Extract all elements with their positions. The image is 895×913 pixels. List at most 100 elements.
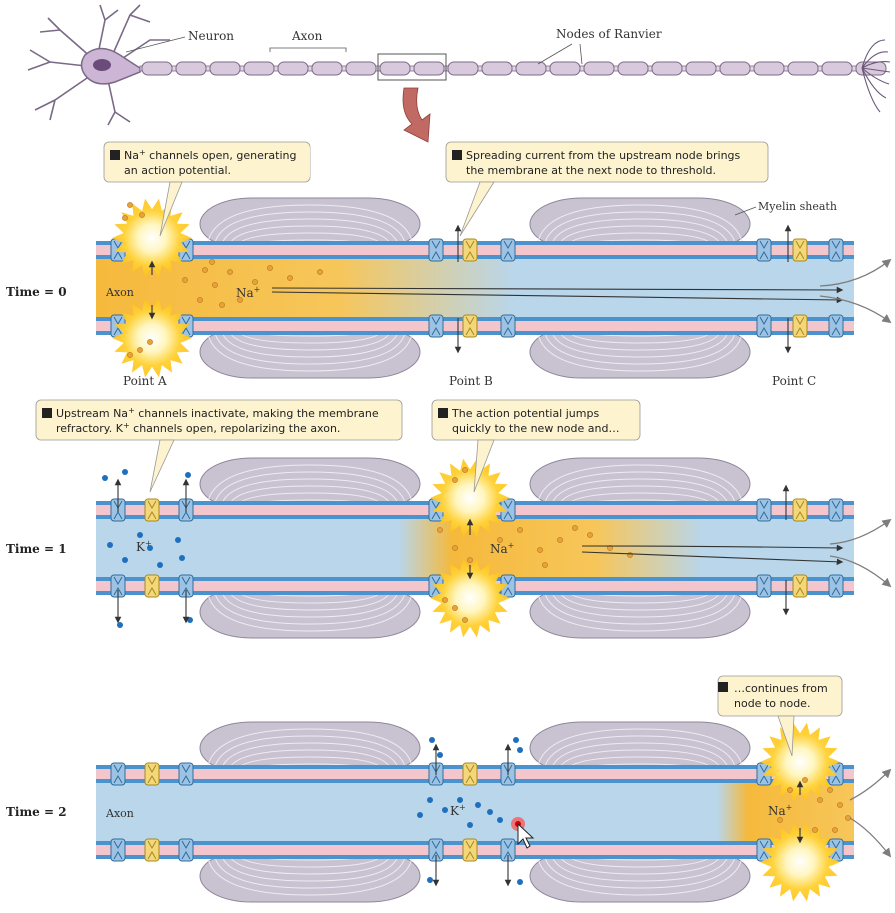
myelin-segment [787, 61, 819, 76]
myelin-lamella [213, 211, 407, 251]
callout-continues: …continues from node to node. [717, 675, 843, 757]
na-ion [209, 259, 215, 265]
na-ion [139, 212, 145, 218]
channel-pore [431, 500, 441, 520]
myelin-lamella [227, 485, 393, 511]
axon-interior [96, 250, 854, 326]
k-ion [122, 469, 128, 475]
k-channel [828, 238, 844, 262]
dendrites [27, 4, 170, 126]
k-channel [178, 762, 194, 786]
na-ion [812, 827, 818, 833]
k-channel [828, 498, 844, 522]
nodes-of-ranvier-label: Nodes of Ranvier [556, 27, 662, 41]
myelin-lamella [206, 325, 414, 372]
na-ion [237, 297, 243, 303]
na-channel [792, 574, 808, 598]
na-ion [437, 527, 443, 533]
na-ion [572, 525, 578, 531]
k-channel [178, 838, 194, 862]
callout-action-potential-jumps: The action potential jumps quickly to th… [431, 399, 641, 493]
na-channel [144, 762, 160, 786]
channel-pore [113, 316, 123, 336]
na-ion [787, 787, 793, 793]
na-channel [792, 238, 808, 262]
k-ion [457, 797, 463, 803]
channel-pore [795, 500, 805, 520]
axon-terminals [861, 39, 891, 113]
channel-pore [465, 316, 475, 336]
na-ion [557, 537, 563, 543]
channel-pore [113, 764, 123, 784]
channel-pore [431, 240, 441, 260]
na-ion [127, 202, 133, 208]
na-ion [497, 537, 503, 543]
panel-time-0 [96, 197, 892, 379]
myelin-lamella [213, 325, 407, 365]
k-channel [110, 762, 126, 786]
myelin-lamella [227, 749, 393, 775]
na-ion [452, 545, 458, 551]
myelin-segment [379, 61, 411, 76]
k-channel [428, 314, 444, 338]
myelin-lamella [550, 585, 730, 618]
myelin-lamella [550, 218, 730, 251]
nucleus [93, 59, 111, 71]
myelin-lamella [227, 849, 393, 875]
time-label-2: Time = 2 [6, 805, 67, 819]
na-ion [317, 269, 323, 275]
myelin-lamella [557, 485, 723, 511]
na-ion [462, 617, 468, 623]
k-channel [756, 574, 772, 598]
myelin-lamella [557, 749, 723, 775]
depolarization-burst [430, 458, 510, 538]
k-ion [497, 817, 503, 823]
myelin-segments [141, 61, 887, 76]
channel-pore [831, 500, 841, 520]
channel-pore [113, 240, 123, 260]
na-ion [227, 269, 233, 275]
na-channel [792, 314, 808, 338]
callout-spreading-current: Spreading current from the upstream node… [445, 141, 769, 237]
current-arrow [849, 817, 892, 858]
k-channel [828, 574, 844, 598]
channel-pore [147, 576, 157, 596]
channel-pore [503, 316, 513, 336]
zoom-box [377, 53, 447, 81]
channel-pore [759, 764, 769, 784]
k-ion [122, 557, 128, 563]
k-ion [475, 802, 481, 808]
myelin-lamella [550, 849, 730, 882]
k-ion [517, 879, 523, 885]
axon-inside-label-2: Axon [105, 807, 134, 820]
channel-pore [113, 576, 123, 596]
channel-pore [759, 316, 769, 336]
myelin-lamella [227, 225, 393, 251]
k-ion-label-1: K+ [136, 539, 152, 554]
na-ion [462, 467, 468, 473]
myelin-segment [277, 61, 309, 76]
k-ion [427, 797, 433, 803]
depolarization-burst [760, 722, 840, 802]
myelin-segment [481, 61, 513, 76]
myelin-lamella [213, 735, 407, 775]
myelin-segment [719, 61, 751, 76]
channel-pore [147, 500, 157, 520]
k-ion [513, 737, 519, 743]
channel-pore [181, 764, 191, 784]
na-ion [197, 297, 203, 303]
channel-pore [503, 500, 513, 520]
k-ion [175, 537, 181, 543]
myelin-lamella [220, 478, 400, 511]
myelin-segment [243, 61, 275, 76]
myelin-lamella [227, 585, 393, 611]
k-ion [179, 555, 185, 561]
myelin-segment [753, 61, 785, 76]
na-ion [607, 545, 613, 551]
myelin-lamella [543, 849, 737, 889]
k-ion [429, 737, 435, 743]
k-ion [437, 752, 443, 758]
svg-text:Upstream Na+ channels inactiva: Upstream Na+ channels inactivate, making… [56, 406, 379, 420]
na-ion [845, 815, 851, 821]
